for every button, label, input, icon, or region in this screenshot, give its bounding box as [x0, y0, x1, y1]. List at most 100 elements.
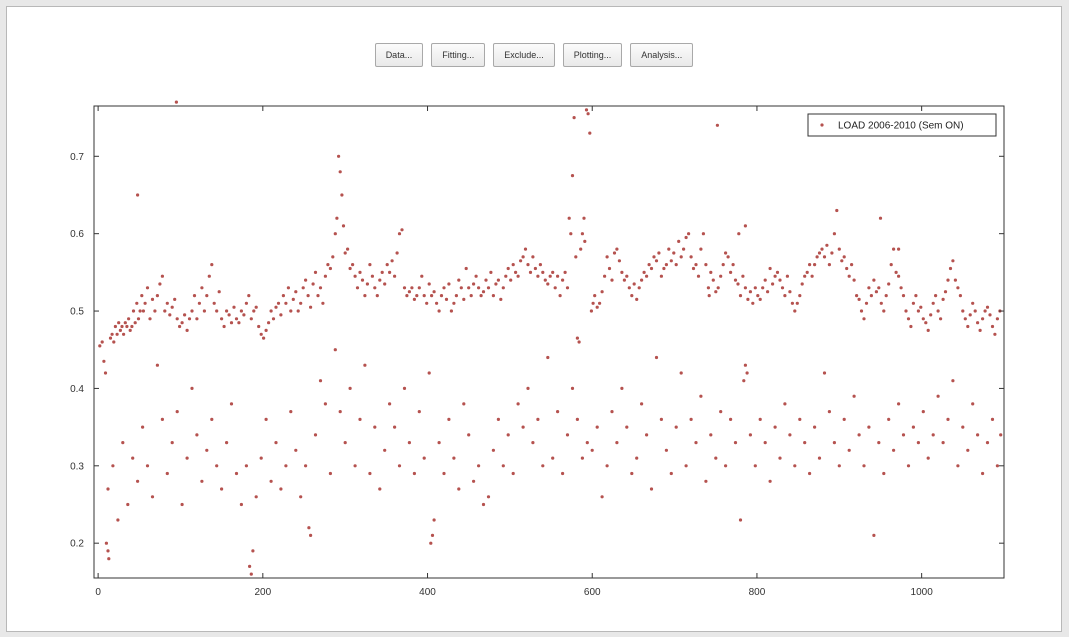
data-point	[591, 301, 595, 305]
data-point	[995, 464, 1000, 468]
data-point	[353, 274, 357, 278]
data-point	[882, 471, 886, 476]
data-point	[640, 402, 644, 406]
x-tick-label: 600	[584, 587, 601, 598]
data-point	[679, 255, 683, 259]
data-point	[852, 394, 856, 398]
data-point	[790, 301, 795, 305]
data-point	[724, 464, 728, 468]
y-tick-label: 0.6	[70, 229, 84, 240]
data-point	[877, 286, 881, 290]
data-point	[115, 332, 119, 336]
data-point	[459, 286, 463, 290]
toolbar: Data... Fitting... Exclude... Plotting..…	[7, 43, 1061, 67]
data-point	[341, 224, 346, 228]
data-point	[745, 371, 749, 375]
figure-window: Data... Fitting... Exclude... Plotting..…	[6, 6, 1062, 632]
data-point	[983, 309, 987, 313]
data-point	[716, 286, 720, 290]
data-point	[435, 301, 439, 305]
data-point	[294, 448, 298, 452]
y-tick-label: 0.7	[70, 152, 84, 163]
y-tick-label: 0.4	[70, 384, 84, 395]
data-point	[699, 394, 703, 398]
data-point	[911, 425, 916, 429]
data-point	[815, 255, 819, 259]
data-point	[968, 313, 972, 317]
data-point	[118, 328, 122, 332]
data-point	[477, 464, 481, 468]
data-button[interactable]: Data...	[374, 43, 424, 67]
data-point	[427, 371, 431, 375]
data-point	[748, 433, 753, 437]
data-point	[378, 278, 382, 282]
data-point	[328, 266, 332, 271]
data-point	[976, 321, 980, 325]
data-point	[472, 479, 476, 483]
data-point	[845, 266, 849, 271]
legend-box	[807, 113, 997, 137]
data-point	[333, 348, 337, 352]
data-point	[528, 270, 533, 274]
data-point	[112, 340, 116, 344]
data-point	[551, 456, 555, 460]
data-point	[501, 286, 505, 290]
data-point	[102, 359, 106, 363]
data-point	[691, 266, 696, 271]
data-point	[343, 441, 347, 445]
data-point	[689, 417, 693, 421]
data-point	[951, 259, 955, 263]
data-point	[536, 274, 540, 278]
data-point	[842, 417, 846, 421]
data-point	[926, 328, 930, 332]
plotting-button[interactable]: Plotting...	[562, 43, 623, 67]
data-point	[131, 456, 135, 460]
data-point	[551, 270, 555, 274]
data-point	[847, 274, 851, 278]
data-point	[714, 456, 718, 460]
exclude-button[interactable]: Exclude...	[493, 43, 555, 67]
data-point	[565, 433, 570, 437]
data-point	[729, 417, 733, 421]
data-point	[215, 464, 219, 468]
data-point	[481, 290, 486, 294]
data-point	[892, 448, 896, 452]
analysis-button[interactable]: Analysis...	[630, 43, 694, 67]
fitting-button[interactable]: Fitting...	[431, 43, 486, 67]
data-point	[136, 317, 141, 321]
data-point	[417, 286, 421, 290]
data-point	[889, 263, 893, 267]
data-point	[715, 123, 720, 127]
data-point	[859, 309, 864, 313]
data-point	[145, 464, 150, 468]
data-point	[462, 297, 466, 301]
data-point	[579, 247, 583, 251]
data-point	[951, 379, 955, 383]
data-point	[407, 441, 411, 445]
data-point	[183, 313, 187, 317]
data-point	[572, 116, 576, 120]
data-point	[130, 324, 134, 329]
data-point	[227, 313, 231, 317]
data-point	[121, 441, 125, 445]
data-point	[254, 495, 258, 499]
data-point	[630, 294, 634, 298]
data-point	[627, 286, 631, 290]
data-point	[582, 216, 586, 220]
data-point	[689, 255, 693, 259]
data-point	[761, 286, 765, 290]
data-point	[269, 479, 273, 483]
data-point	[207, 274, 211, 278]
data-point	[309, 305, 313, 309]
data-point	[467, 433, 471, 437]
data-point	[338, 170, 342, 174]
data-point	[432, 290, 436, 294]
data-point	[827, 410, 832, 414]
data-point	[174, 100, 178, 104]
data-point	[921, 317, 925, 321]
data-point	[701, 232, 706, 236]
data-point	[462, 402, 466, 406]
data-point	[422, 294, 426, 298]
data-point	[346, 247, 350, 251]
data-point	[684, 235, 688, 240]
